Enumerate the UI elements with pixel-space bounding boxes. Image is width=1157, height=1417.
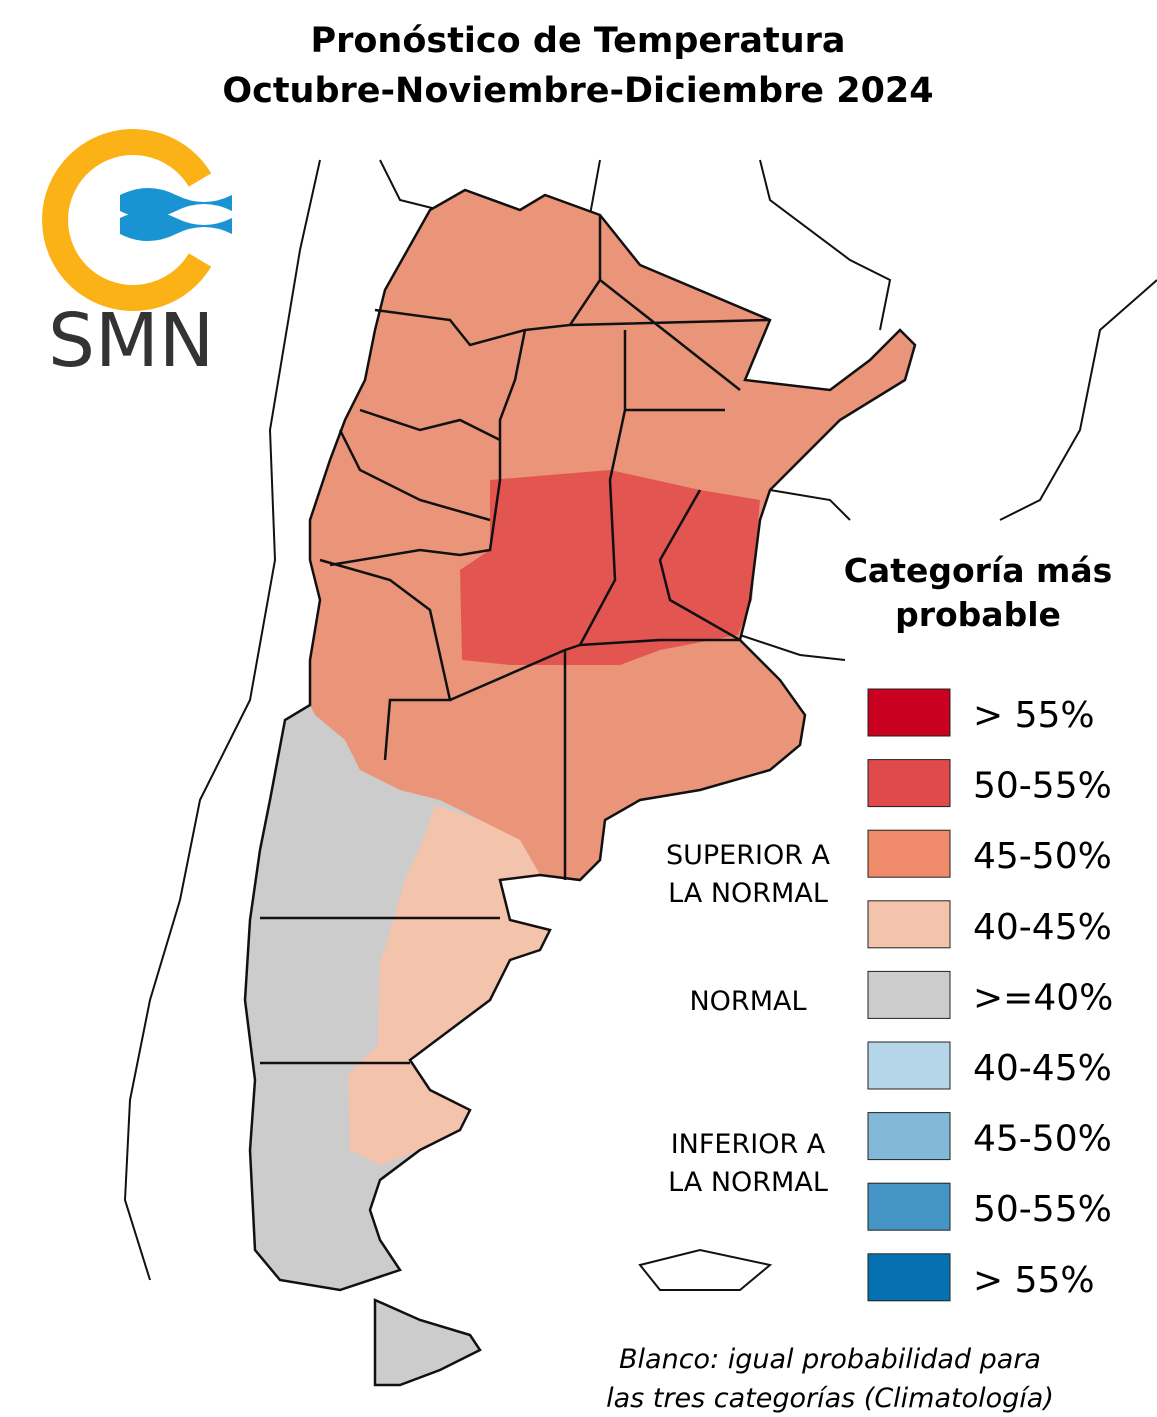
neighbor-border <box>123 159 321 1281</box>
neighbor-border <box>379 159 1157 661</box>
legend-swatch <box>867 1112 951 1161</box>
legend-group-label: SUPERIOR A <box>666 840 831 871</box>
legend-label: 45-50% <box>973 1119 1112 1160</box>
legend-swatch <box>867 970 951 1019</box>
region-above-light <box>348 805 550 1165</box>
legend-swatch <box>867 1182 951 1231</box>
legend-swatch <box>867 900 951 949</box>
note: Blanco: igual probabilidad para <box>619 1344 1041 1375</box>
legend-title: Categoría más <box>844 551 1113 590</box>
logo: SMN <box>42 129 232 384</box>
logo-ring <box>42 129 212 311</box>
legend-label: 45-50% <box>973 836 1112 877</box>
islands <box>638 1248 773 1291</box>
legend-group-label: INFERIOR A <box>671 1129 826 1160</box>
province-border <box>260 215 771 1065</box>
legend-title: probable <box>895 595 1061 634</box>
logo-wave <box>120 188 232 218</box>
legend-group-label: NORMAL <box>689 986 806 1017</box>
country-outline <box>243 188 917 1292</box>
legend-swatch <box>867 759 951 808</box>
legend-swatch <box>867 688 951 737</box>
legend-label: 50-55% <box>973 1189 1112 1230</box>
legend-group-label: LA NORMAL <box>668 1167 828 1198</box>
title-line-2: Octubre-Noviembre-Diciembre 2024 <box>222 71 933 111</box>
map <box>123 159 1157 1387</box>
country-outline <box>373 1298 482 1387</box>
legend-label: > 55% <box>973 1260 1095 1301</box>
note: las tres categorías (Climatología) <box>606 1383 1054 1414</box>
logo-text: SMN <box>48 298 214 384</box>
title-line-1: Pronóstico de Temperatura <box>310 21 845 61</box>
legend-swatch <box>867 829 951 878</box>
legend-swatch <box>867 1041 951 1090</box>
legend-group-label: LA NORMAL <box>668 878 828 909</box>
legend-label: >=40% <box>973 977 1113 1018</box>
legend-label: 40-45% <box>973 907 1112 948</box>
legend-label: > 55% <box>973 695 1095 736</box>
legend-swatch <box>867 1253 951 1302</box>
region-normal <box>375 1300 480 1385</box>
logo-wave <box>120 211 232 241</box>
legend-label: 50-55% <box>973 766 1112 807</box>
legend-label: 40-45% <box>973 1048 1112 1089</box>
